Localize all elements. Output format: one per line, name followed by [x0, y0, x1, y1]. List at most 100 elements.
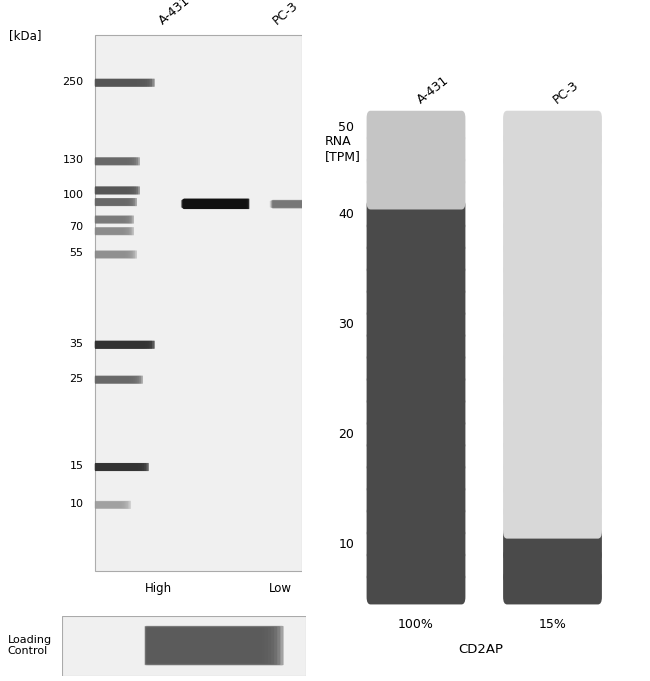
- FancyBboxPatch shape: [95, 227, 134, 235]
- FancyBboxPatch shape: [95, 340, 152, 349]
- FancyBboxPatch shape: [95, 199, 125, 205]
- FancyBboxPatch shape: [95, 228, 127, 235]
- Text: 15: 15: [70, 461, 83, 471]
- FancyBboxPatch shape: [95, 79, 152, 86]
- FancyBboxPatch shape: [95, 187, 131, 193]
- FancyBboxPatch shape: [367, 242, 465, 275]
- FancyBboxPatch shape: [367, 111, 465, 144]
- Text: Loading
Control: Loading Control: [8, 635, 52, 656]
- FancyBboxPatch shape: [367, 198, 465, 232]
- Text: 50: 50: [338, 121, 354, 133]
- FancyBboxPatch shape: [367, 330, 465, 363]
- FancyBboxPatch shape: [503, 308, 602, 341]
- FancyBboxPatch shape: [95, 251, 131, 258]
- FancyBboxPatch shape: [95, 501, 125, 508]
- FancyBboxPatch shape: [95, 377, 135, 383]
- FancyBboxPatch shape: [95, 464, 133, 470]
- FancyBboxPatch shape: [95, 342, 137, 348]
- Text: 15%: 15%: [539, 618, 566, 631]
- FancyBboxPatch shape: [367, 506, 465, 539]
- Text: Low: Low: [268, 582, 292, 595]
- FancyBboxPatch shape: [95, 501, 131, 509]
- FancyBboxPatch shape: [62, 616, 306, 676]
- FancyBboxPatch shape: [367, 440, 465, 473]
- FancyBboxPatch shape: [95, 377, 131, 383]
- FancyBboxPatch shape: [503, 440, 602, 473]
- FancyBboxPatch shape: [503, 198, 602, 232]
- Text: 100%: 100%: [398, 618, 434, 631]
- Text: High: High: [145, 582, 172, 595]
- FancyBboxPatch shape: [95, 502, 122, 508]
- FancyBboxPatch shape: [503, 264, 602, 297]
- FancyBboxPatch shape: [146, 627, 271, 664]
- FancyBboxPatch shape: [95, 464, 142, 471]
- FancyBboxPatch shape: [95, 79, 144, 86]
- FancyBboxPatch shape: [95, 216, 129, 223]
- FancyBboxPatch shape: [95, 215, 134, 223]
- Text: 40: 40: [339, 208, 354, 221]
- FancyBboxPatch shape: [183, 200, 245, 208]
- FancyBboxPatch shape: [183, 199, 248, 209]
- Text: A-431: A-431: [415, 74, 451, 106]
- FancyBboxPatch shape: [503, 571, 602, 605]
- FancyBboxPatch shape: [95, 217, 125, 223]
- FancyBboxPatch shape: [367, 352, 465, 385]
- FancyBboxPatch shape: [367, 133, 465, 165]
- FancyBboxPatch shape: [95, 217, 122, 223]
- FancyBboxPatch shape: [367, 286, 465, 319]
- FancyBboxPatch shape: [144, 626, 283, 665]
- FancyBboxPatch shape: [503, 352, 602, 385]
- FancyBboxPatch shape: [95, 251, 130, 258]
- FancyBboxPatch shape: [95, 227, 129, 235]
- FancyBboxPatch shape: [95, 251, 133, 258]
- FancyBboxPatch shape: [503, 111, 602, 144]
- FancyBboxPatch shape: [95, 198, 137, 206]
- FancyBboxPatch shape: [95, 341, 150, 349]
- FancyBboxPatch shape: [95, 216, 131, 223]
- FancyBboxPatch shape: [95, 187, 140, 195]
- FancyBboxPatch shape: [95, 158, 133, 165]
- FancyBboxPatch shape: [367, 550, 465, 582]
- FancyBboxPatch shape: [181, 200, 241, 208]
- FancyBboxPatch shape: [182, 200, 243, 208]
- FancyBboxPatch shape: [95, 501, 127, 509]
- FancyBboxPatch shape: [503, 155, 602, 187]
- FancyBboxPatch shape: [269, 201, 329, 207]
- FancyBboxPatch shape: [95, 157, 138, 165]
- FancyBboxPatch shape: [95, 35, 302, 571]
- FancyBboxPatch shape: [503, 176, 602, 210]
- FancyBboxPatch shape: [95, 199, 130, 206]
- FancyBboxPatch shape: [503, 221, 602, 253]
- FancyBboxPatch shape: [95, 158, 129, 164]
- FancyBboxPatch shape: [95, 340, 155, 349]
- FancyBboxPatch shape: [95, 342, 140, 348]
- FancyBboxPatch shape: [147, 628, 261, 663]
- Text: PC-3: PC-3: [270, 0, 300, 27]
- FancyBboxPatch shape: [95, 251, 125, 257]
- FancyBboxPatch shape: [503, 330, 602, 363]
- FancyBboxPatch shape: [95, 198, 135, 206]
- FancyBboxPatch shape: [95, 199, 128, 206]
- FancyBboxPatch shape: [95, 80, 142, 86]
- FancyBboxPatch shape: [367, 155, 465, 187]
- Text: RNA
[TPM]: RNA [TPM]: [325, 135, 361, 163]
- FancyBboxPatch shape: [95, 80, 140, 86]
- FancyBboxPatch shape: [503, 418, 602, 451]
- FancyBboxPatch shape: [95, 251, 137, 259]
- FancyBboxPatch shape: [271, 200, 335, 208]
- FancyBboxPatch shape: [95, 502, 120, 508]
- FancyBboxPatch shape: [367, 176, 465, 210]
- FancyBboxPatch shape: [95, 187, 129, 193]
- FancyBboxPatch shape: [181, 200, 240, 207]
- FancyBboxPatch shape: [503, 484, 602, 517]
- FancyBboxPatch shape: [95, 79, 155, 86]
- Text: 20: 20: [339, 428, 354, 441]
- FancyBboxPatch shape: [95, 217, 124, 223]
- FancyBboxPatch shape: [95, 157, 136, 165]
- FancyBboxPatch shape: [95, 198, 133, 206]
- FancyBboxPatch shape: [95, 464, 137, 471]
- FancyBboxPatch shape: [95, 228, 122, 234]
- Text: 10: 10: [70, 498, 83, 509]
- FancyBboxPatch shape: [95, 376, 136, 383]
- Text: 30: 30: [339, 318, 354, 331]
